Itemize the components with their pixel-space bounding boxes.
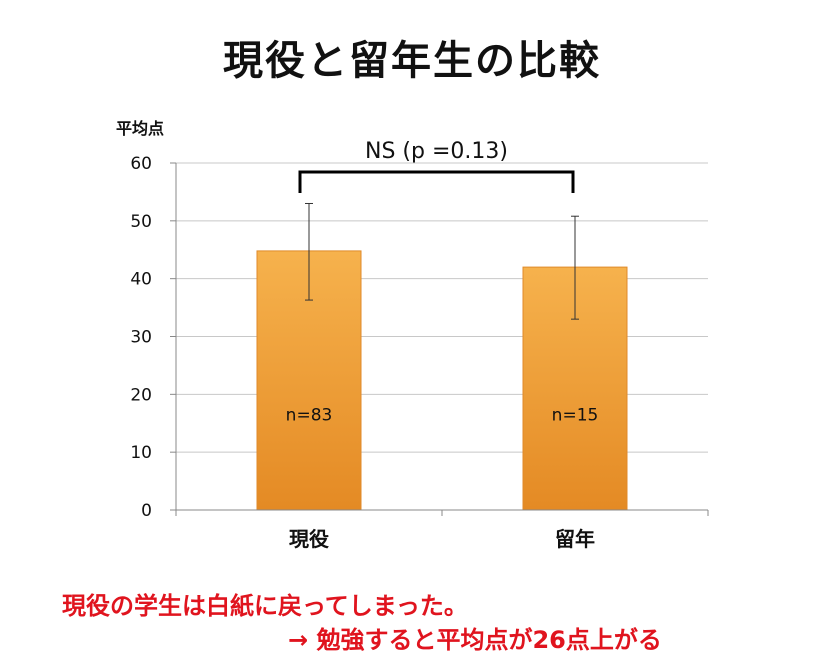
error-bars	[305, 202, 579, 320]
y-tick-label: 30	[130, 328, 152, 348]
bar-chart: n=83 n=15 0 10 20 30 40 50 60 現役 留年 平均点 NS (p =0.…	[116, 119, 709, 551]
significance-bracket: NS (p =0.13)	[298, 139, 575, 193]
grid-lines	[176, 162, 708, 453]
axes: 0 10 20 30 40 50 60 現役 留年	[130, 154, 709, 551]
bar-sample-label: n=83	[286, 405, 333, 425]
y-axis-label: 平均点	[116, 119, 164, 138]
note-line-2: → 勉強すると平均点が26点上がる	[288, 626, 662, 654]
x-tick-label: 現役	[289, 527, 329, 551]
significance-bracket-line	[298, 170, 575, 193]
bar-sample-label: n=15	[552, 405, 599, 425]
y-tick-label: 60	[130, 154, 152, 174]
y-tick-label: 20	[130, 385, 152, 405]
y-tick-label: 10	[130, 443, 152, 463]
chart-title: 現役と留年生の比較	[223, 38, 601, 84]
y-tick-label: 0	[141, 501, 152, 521]
x-tick-label: 留年	[555, 527, 595, 551]
y-tick-label: 50	[130, 212, 152, 232]
y-tick-label: 40	[130, 270, 152, 290]
note-line-1: 現役の学生は白紙に戻ってしまった。	[62, 592, 468, 620]
significance-label: NS (p =0.13)	[365, 139, 508, 164]
bars: n=83 n=15	[256, 250, 628, 511]
